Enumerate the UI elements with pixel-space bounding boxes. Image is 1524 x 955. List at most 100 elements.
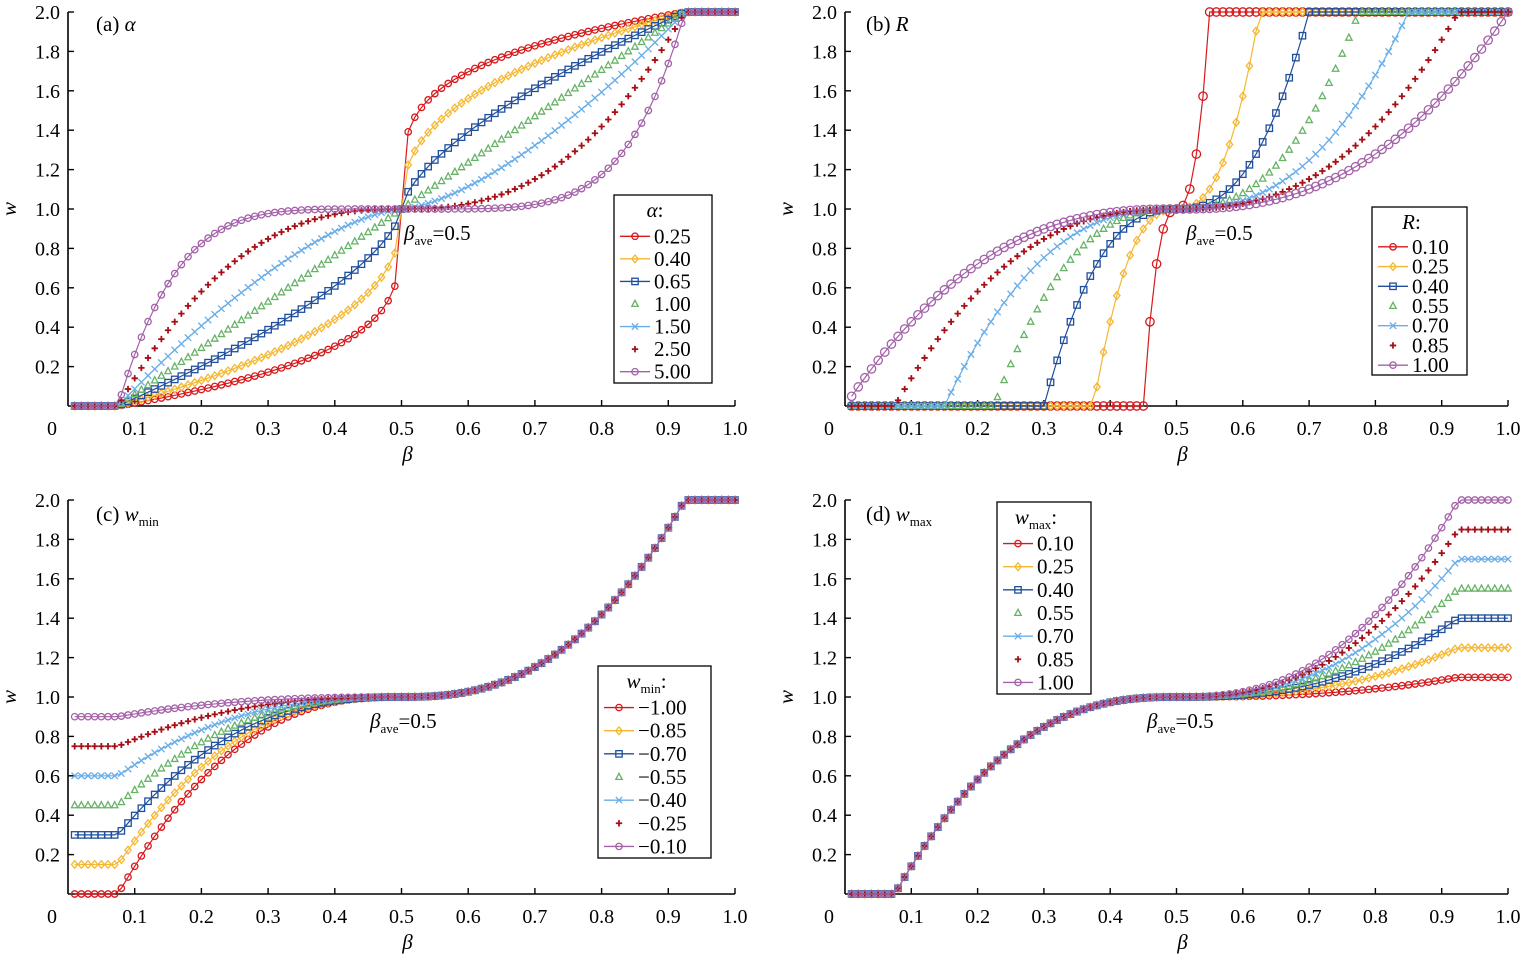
data-point [70,859,79,870]
data-point [364,254,373,262]
data-point [1484,526,1492,533]
data-point [170,787,179,798]
data-point [1344,32,1354,41]
x-tick-label: 0.1 [899,418,924,440]
data-point [1410,6,1420,16]
data-point [664,523,673,532]
panel-title: (d) wmax [866,502,933,529]
data-point [531,175,539,183]
legend-marker-icon [1013,561,1023,572]
panel-title: (b) R [866,12,909,36]
data-point [1211,7,1222,17]
data-point [77,800,86,809]
data-point [83,800,93,809]
data-point [1298,666,1307,675]
data-point [357,215,366,224]
data-point [157,823,166,831]
data-point [1046,719,1055,728]
data-point [893,331,903,342]
data-point [177,735,186,743]
data-point [304,218,312,225]
data-point [404,187,413,196]
data-point [932,290,943,301]
data-point [131,385,139,393]
data-point [384,296,393,305]
data-point [1489,26,1500,36]
y-tick-label: 1.0 [35,199,60,221]
data-point [597,64,606,73]
data-point [1066,233,1075,241]
data-point [624,46,633,55]
data-point [1131,401,1142,411]
data-point [1026,731,1035,739]
data-point [1284,144,1294,153]
data-point [631,130,639,139]
data-point [197,342,206,352]
data-point [257,301,266,310]
legend-item: 0.25 [1378,255,1449,279]
data-point [1138,401,1149,411]
data-point [1258,682,1267,691]
data-point [444,192,452,200]
data-point [311,238,319,246]
data-point [1425,56,1432,64]
data-point [1191,149,1202,159]
data-point [670,13,680,23]
legend-label: 1.50 [654,315,691,339]
data-point [731,8,739,16]
data-point [1053,716,1062,724]
data-point [1430,98,1440,108]
data-point [1198,192,1208,203]
data-point [264,705,272,713]
data-point [1105,219,1115,228]
data-point [1451,501,1459,510]
data-point [1377,144,1387,155]
data-point [538,171,545,179]
data-point [117,797,126,806]
data-point [651,544,659,552]
data-point [1363,153,1374,164]
data-point [258,239,265,247]
data-point [224,379,232,388]
x-tick-label: 0.2 [965,418,990,440]
data-point [1040,253,1048,262]
data-point [231,706,238,714]
data-point [264,723,272,731]
data-point [1026,267,1035,275]
data-point [1417,615,1427,624]
data-point [203,733,213,742]
data-point [1252,26,1261,36]
data-point [344,271,352,280]
data-point [244,248,252,255]
data-point [170,269,179,278]
data-point [137,333,146,342]
data-point [1430,6,1440,16]
data-point [224,222,232,230]
data-point [1258,138,1267,146]
data-point [1046,401,1055,411]
data-point [197,726,206,734]
legend-label: −0.10 [638,834,687,858]
data-point [257,273,266,282]
data-point [177,749,186,758]
data-point [271,703,279,712]
data-point [638,75,645,83]
y-tick-label: 1.4 [35,608,60,630]
legend-item: 0.40 [620,247,691,271]
data-point [1444,592,1453,602]
data-point [1337,663,1347,672]
data-point [979,400,989,410]
data-point [524,146,532,154]
data-point [204,746,212,754]
data-point [947,805,955,814]
data-point [1046,378,1055,387]
data-point [590,69,600,78]
data-point [184,380,193,390]
data-point [277,704,286,713]
data-point [1377,642,1387,651]
data-point [1483,583,1493,592]
data-point [1384,667,1393,678]
data-point [644,553,653,562]
data-point [250,731,259,739]
data-point [664,18,673,27]
